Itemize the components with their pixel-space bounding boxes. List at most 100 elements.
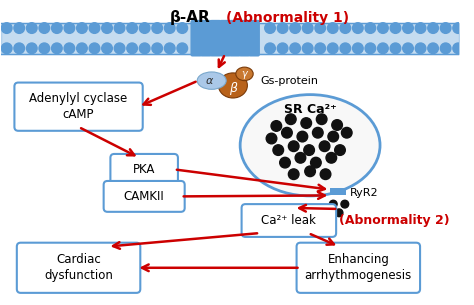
Circle shape — [177, 23, 188, 33]
Circle shape — [14, 23, 25, 33]
Text: Cardiac
dysfunction: Cardiac dysfunction — [44, 253, 113, 282]
Circle shape — [301, 118, 311, 128]
Text: Gs-protein: Gs-protein — [260, 76, 318, 86]
Circle shape — [365, 43, 376, 54]
Circle shape — [280, 157, 290, 168]
Circle shape — [328, 23, 338, 33]
Circle shape — [297, 131, 308, 142]
Circle shape — [64, 23, 75, 33]
Text: γ: γ — [242, 69, 247, 79]
Circle shape — [14, 43, 25, 54]
FancyBboxPatch shape — [229, 20, 241, 56]
Text: CAMKII: CAMKII — [124, 190, 164, 203]
Circle shape — [271, 121, 282, 131]
Bar — [330, 188, 346, 192]
Circle shape — [265, 23, 275, 33]
Circle shape — [64, 43, 75, 54]
Circle shape — [403, 43, 413, 54]
Text: PKA: PKA — [133, 163, 155, 176]
Circle shape — [127, 23, 137, 33]
Circle shape — [39, 23, 50, 33]
Text: RyR2: RyR2 — [350, 188, 378, 199]
Circle shape — [177, 43, 188, 54]
FancyBboxPatch shape — [14, 83, 143, 131]
Ellipse shape — [236, 67, 253, 81]
Circle shape — [340, 43, 351, 54]
Circle shape — [27, 43, 37, 54]
FancyBboxPatch shape — [110, 154, 178, 185]
Text: Adenylyl cyclase
cAMP: Adenylyl cyclase cAMP — [29, 92, 128, 121]
FancyBboxPatch shape — [191, 20, 202, 56]
Ellipse shape — [197, 72, 226, 89]
Circle shape — [328, 131, 338, 142]
Circle shape — [302, 23, 313, 33]
Circle shape — [52, 43, 62, 54]
FancyBboxPatch shape — [210, 20, 221, 56]
Circle shape — [302, 43, 313, 54]
Circle shape — [265, 43, 275, 54]
Circle shape — [390, 23, 401, 33]
Text: β: β — [229, 82, 237, 95]
Circle shape — [288, 141, 299, 152]
Circle shape — [266, 133, 277, 144]
Circle shape — [316, 114, 327, 124]
Circle shape — [290, 23, 301, 33]
Circle shape — [326, 152, 337, 163]
Circle shape — [273, 145, 283, 155]
Text: (Abnormality 2): (Abnormality 2) — [339, 214, 450, 227]
Circle shape — [139, 43, 150, 54]
Circle shape — [440, 43, 451, 54]
Circle shape — [428, 23, 438, 33]
Circle shape — [285, 114, 296, 124]
Circle shape — [390, 43, 401, 54]
FancyBboxPatch shape — [239, 20, 250, 56]
Circle shape — [295, 152, 306, 163]
Circle shape — [415, 43, 426, 54]
Circle shape — [335, 209, 343, 217]
Circle shape — [328, 43, 338, 54]
Circle shape — [415, 23, 426, 33]
Circle shape — [114, 23, 125, 33]
Ellipse shape — [219, 73, 247, 98]
Circle shape — [335, 145, 345, 155]
Circle shape — [102, 23, 112, 33]
Circle shape — [290, 43, 301, 54]
FancyBboxPatch shape — [17, 243, 140, 293]
FancyBboxPatch shape — [104, 181, 185, 212]
Circle shape — [305, 166, 315, 177]
Circle shape — [139, 23, 150, 33]
Circle shape — [310, 157, 321, 168]
Circle shape — [152, 43, 163, 54]
Circle shape — [315, 43, 326, 54]
Circle shape — [329, 200, 337, 208]
Ellipse shape — [240, 95, 380, 196]
Circle shape — [315, 23, 326, 33]
Circle shape — [320, 169, 331, 180]
Bar — [330, 192, 346, 196]
Circle shape — [152, 23, 163, 33]
Circle shape — [164, 43, 175, 54]
Circle shape — [378, 23, 388, 33]
Text: SR Ca²⁺: SR Ca²⁺ — [284, 103, 337, 116]
Circle shape — [304, 145, 314, 155]
Text: (Abnormality 1): (Abnormality 1) — [227, 11, 349, 25]
Text: α: α — [206, 76, 213, 86]
Circle shape — [277, 43, 288, 54]
Circle shape — [127, 43, 137, 54]
Circle shape — [453, 43, 464, 54]
Circle shape — [440, 23, 451, 33]
Circle shape — [341, 200, 349, 208]
FancyBboxPatch shape — [200, 20, 212, 56]
Circle shape — [89, 23, 100, 33]
Circle shape — [453, 23, 464, 33]
Text: Enhancing
arrhythmogenesis: Enhancing arrhythmogenesis — [305, 253, 412, 282]
Circle shape — [89, 43, 100, 54]
Circle shape — [164, 23, 175, 33]
Circle shape — [428, 43, 438, 54]
Circle shape — [365, 23, 376, 33]
FancyBboxPatch shape — [219, 20, 231, 56]
Circle shape — [378, 43, 388, 54]
Circle shape — [288, 169, 299, 180]
Circle shape — [52, 23, 62, 33]
Circle shape — [319, 141, 330, 152]
